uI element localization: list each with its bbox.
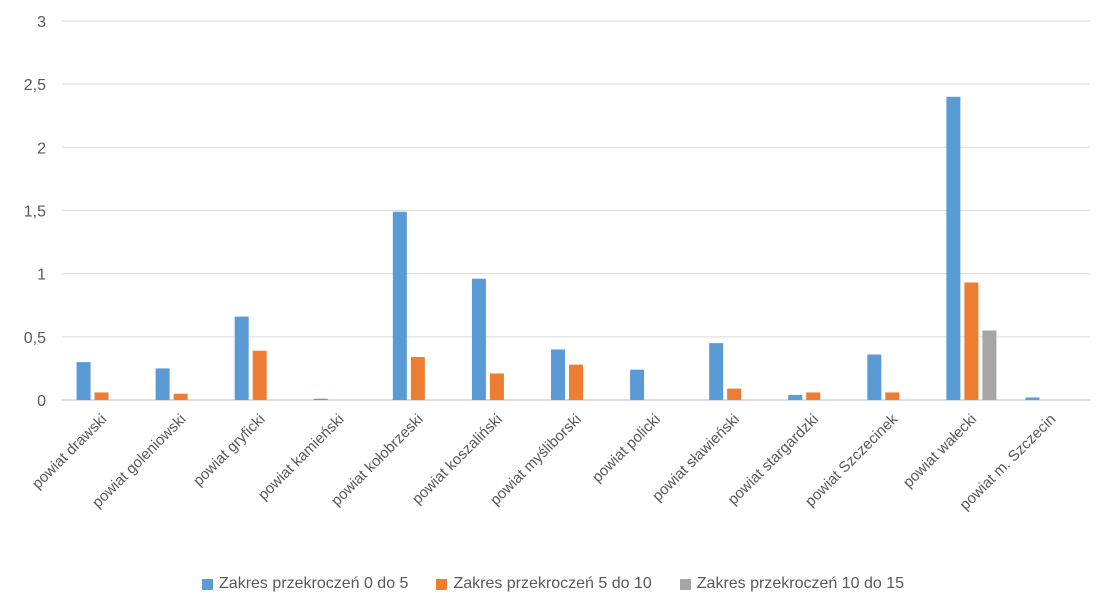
bar-series-1-5 (392, 211, 407, 400)
bar-series-1-1 (76, 362, 91, 400)
bar-series-2-2 (173, 393, 188, 400)
legend-label-series-1: Zakres przekroczeń 0 do 5 (219, 575, 409, 592)
x-category-label: powiat gryficki (190, 411, 269, 490)
y-axis-ticks: 0 0,5 1 1,5 2 2,5 3 (24, 14, 46, 410)
bar-series-2-9 (727, 388, 742, 400)
bar-series-1-11 (867, 354, 882, 400)
bar-series-1-4 (313, 398, 328, 400)
gridlines (62, 20, 1090, 401)
legend: Zakres przekroczeń 0 do 5 Zakres przekro… (0, 575, 1106, 593)
legend-label-series-3: Zakres przekroczeń 10 do 15 (696, 575, 904, 592)
legend-item-series-2: Zakres przekroczeń 5 do 10 (436, 575, 652, 593)
x-category-label: powiat wałecki (900, 411, 980, 491)
bar-series-2-5 (410, 357, 425, 400)
bar-series-2-3 (252, 350, 267, 400)
x-category-label: powiat kamieński (255, 411, 348, 504)
bar-series-2-7 (569, 364, 583, 400)
bar-series-2-12 (964, 282, 979, 400)
legend-label-series-2: Zakres przekroczeń 5 do 10 (453, 575, 652, 592)
bar-series-2-11 (885, 392, 900, 400)
bar-series-1-8 (630, 369, 645, 400)
bar-series-1-2 (155, 368, 170, 400)
x-category-label: powiat policki (589, 411, 664, 486)
bar-series-1-6 (471, 278, 486, 400)
bar-series-1-9 (709, 343, 724, 400)
bar-series-3-12 (982, 330, 997, 400)
legend-item-series-3: Zakres przekroczeń 10 do 15 (679, 575, 904, 593)
bar-series-1-3 (234, 316, 249, 400)
bar-series-2-1 (94, 392, 109, 400)
bar-series-1-7 (551, 349, 565, 400)
legend-swatch-series-3 (679, 578, 691, 590)
y-tick-label: 0,5 (24, 330, 46, 347)
legend-item-series-1: Zakres przekroczeń 0 do 5 (202, 575, 408, 593)
legend-swatch-series-1 (202, 578, 214, 590)
bar-series-1-10 (788, 394, 803, 400)
bar-series-2-10 (806, 392, 821, 400)
y-tick-label: 2,5 (24, 77, 46, 94)
bar-series-2-6 (489, 373, 504, 400)
y-tick-label: 1 (37, 267, 46, 284)
y-tick-label: 1,5 (24, 204, 46, 221)
y-tick-label: 2 (37, 140, 46, 157)
bar-series-1-13 (1025, 397, 1040, 400)
y-tick-label: 3 (37, 14, 46, 31)
legend-swatch-series-2 (436, 578, 448, 590)
y-tick-label: 0 (37, 393, 46, 410)
bars (76, 96, 1040, 401)
bar-series-1-12 (946, 96, 961, 401)
x-category-label: powiat drawski (29, 411, 111, 493)
